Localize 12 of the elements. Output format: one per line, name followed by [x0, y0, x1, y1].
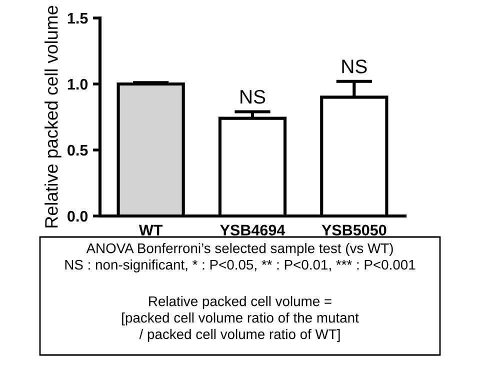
text: ANOVA Bonferroni’s selected sample test (vs WT) NS : non-significant, * : P<0.05, ** : P<0.01, *** : P<0.001: [65, 243, 416, 272]
y-tick-label: 0.5: [68, 144, 88, 156]
x-tick-label: YSB5050: [322, 224, 386, 236]
x-tick-label: WT: [138, 224, 163, 236]
x-tick-label: YSB4694: [220, 224, 286, 236]
text: 0.0: [68, 210, 88, 222]
y-axis-title: Relative packed cell volume: [44, 6, 62, 228]
annotation: NS: [240, 90, 266, 104]
text: 1.0: [68, 78, 88, 90]
text: Relative packed cell volume = [packed cell volume ratio of the mutant / packed cell volume ratio of WT]: [122, 296, 359, 342]
annotation: NS: [342, 60, 367, 74]
y-tick-label: 1.5: [68, 13, 88, 24]
